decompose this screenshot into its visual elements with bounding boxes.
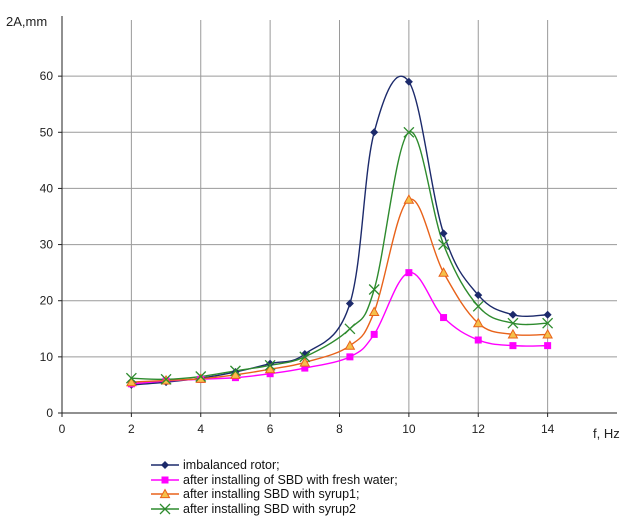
legend-label: after installing SBD with syrup2 (183, 501, 356, 516)
legend: imbalanced rotor; after installing of SB… (150, 458, 398, 516)
legend-swatch-square (151, 476, 179, 484)
legend-label: after installing of SBD with fresh water… (183, 472, 398, 487)
data-point-series-1 (440, 314, 448, 322)
y-tick-label: 50 (40, 125, 54, 139)
data-point-series-0 (543, 310, 552, 319)
tick-labels: 0 2 4 6 8 10 12 14 0 10 20 30 40 50 60 (40, 69, 555, 436)
x-marker-stroke (299, 351, 311, 363)
x-marker-stroke (368, 284, 380, 295)
data-point-series-3 (542, 317, 554, 329)
y-tick-label: 0 (46, 406, 53, 420)
x-marker-stroke (507, 317, 519, 329)
y-tick-label: 40 (40, 181, 54, 195)
data-point-series-2 (126, 376, 137, 387)
data-point-series-0 (439, 229, 448, 238)
data-point-series-3 (403, 126, 415, 138)
data-point-series-2 (344, 340, 356, 350)
x-tick-label: 10 (402, 422, 416, 436)
data-point-series-2 (368, 306, 380, 317)
y-tick-label: 10 (40, 350, 54, 364)
data-point-series-1 (474, 336, 482, 344)
data-point-series-1 (544, 342, 552, 350)
x-tick-label: 4 (197, 422, 204, 436)
data-point-series-1 (370, 330, 378, 338)
data-point-series-3 (160, 373, 172, 385)
data-point-series-3 (299, 351, 311, 363)
y-tick-label: 60 (40, 69, 54, 83)
data-point-series-0 (474, 291, 483, 300)
x-tick-label: 12 (472, 422, 486, 436)
data-point-series-1 (509, 342, 517, 350)
data-point-series-3 (264, 359, 276, 371)
data-point-series-2 (472, 317, 484, 328)
x-marker-stroke (229, 365, 241, 377)
data-point-series-1 (266, 370, 274, 378)
data-point-series-3 (195, 371, 207, 382)
data-point-series-1 (405, 269, 413, 277)
data-point-series-0 (370, 128, 379, 137)
legend-swatch-marker (159, 488, 171, 499)
x-marker-stroke (344, 323, 356, 335)
data-point-series-2 (299, 356, 311, 367)
x-marker-stroke (438, 239, 450, 251)
data-point-series-3 (438, 239, 450, 251)
data-point-series-0 (345, 299, 354, 308)
y-axis-title: 2A,mm (6, 14, 47, 29)
x-tick-label: 8 (336, 422, 343, 436)
data-point-series-2 (403, 194, 415, 204)
legend-swatch-x (151, 503, 179, 515)
x-tick-label: 0 (59, 422, 66, 436)
x-tick-label: 14 (541, 422, 555, 436)
legend-item-imbalanced-rotor: imbalanced rotor; (150, 458, 398, 473)
data-point-series-3 (507, 317, 519, 329)
legend-swatch-triangle (151, 488, 179, 499)
data-point-series-3 (368, 284, 380, 295)
x-marker-stroke (160, 373, 172, 385)
axes (58, 16, 617, 417)
x-tick-label: 6 (267, 422, 274, 436)
x-tick-label: 2 (128, 422, 135, 436)
data-point-series-2 (438, 267, 449, 277)
data-point-series-2 (507, 328, 519, 339)
data-point-series-2 (264, 363, 276, 374)
data-point-series-3 (344, 323, 356, 335)
series-line-0 (131, 75, 548, 386)
legend-item-fresh-water: after installing of SBD with fresh water… (150, 473, 398, 488)
data-point-series-1 (301, 364, 309, 372)
legend-item-syrup1: after installing SBD with syrup1; (150, 487, 398, 502)
x-marker-stroke (472, 300, 484, 312)
data-point-series-0 (266, 359, 275, 368)
data-point-series-0 (300, 350, 309, 359)
y-tick-label: 20 (40, 294, 54, 308)
x-marker-stroke (542, 317, 554, 329)
grid-lines (62, 20, 617, 413)
x-marker-stroke (125, 372, 137, 384)
x-axis-title: f, Hz (593, 426, 620, 441)
legend-swatch-marker (161, 476, 169, 484)
data-point-series-3 (472, 300, 484, 312)
legend-swatch-diamond (151, 461, 179, 470)
data-point-series-1 (346, 353, 354, 361)
data-point-series-3 (125, 372, 137, 384)
x-marker-stroke (159, 503, 171, 515)
data-point-series-2 (542, 328, 553, 339)
data-point-series-0 (508, 310, 517, 319)
data-point-series-0 (404, 77, 413, 86)
legend-label: imbalanced rotor; (183, 458, 280, 473)
x-marker-stroke (403, 126, 415, 138)
legend-label: after installing SBD with syrup1; (183, 487, 360, 502)
x-marker-stroke (195, 371, 207, 382)
legend-item-syrup2: after installing SBD with syrup2 (150, 502, 398, 517)
markers-layer (125, 77, 554, 389)
data-point-series-2 (230, 369, 241, 379)
data-point-series-3 (229, 365, 241, 377)
legend-swatch-marker (159, 503, 171, 515)
legend-swatch-marker (161, 461, 169, 470)
y-tick-label: 30 (40, 238, 54, 252)
x-marker-stroke (264, 359, 276, 371)
